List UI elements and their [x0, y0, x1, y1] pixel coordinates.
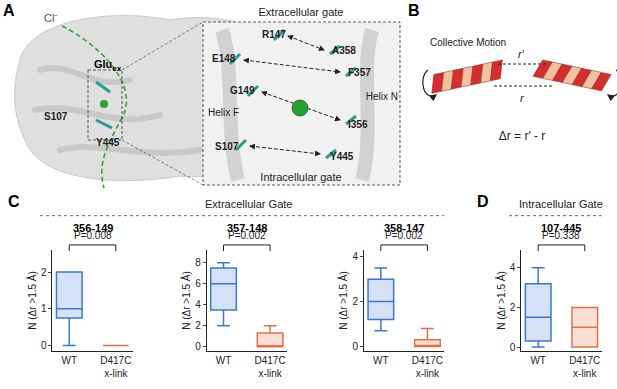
svg-text:107-445: 107-445: [541, 222, 581, 234]
svg-text:F357: F357: [348, 67, 371, 78]
svg-text:WT: WT: [61, 355, 77, 366]
svg-text:Extracellular gate: Extracellular gate: [259, 6, 344, 18]
svg-text:P=0.002: P=0.002: [228, 230, 266, 241]
svg-text:D417Cx-link: D417Cx-link: [412, 355, 443, 379]
svg-text:Intracellular gate: Intracellular gate: [260, 171, 341, 183]
svg-text:358-147: 358-147: [384, 222, 424, 234]
svg-text:Cl⁻: Cl⁻: [44, 12, 58, 24]
svg-text:B: B: [408, 2, 420, 19]
svg-text:Helix N: Helix N: [366, 91, 398, 102]
svg-text:357-148: 357-148: [227, 222, 267, 234]
svg-text:R147: R147: [262, 29, 286, 40]
svg-text:2: 2: [195, 320, 201, 331]
svg-text:I356: I356: [348, 119, 368, 130]
svg-text:0: 0: [41, 340, 47, 351]
svg-text:Y445: Y445: [330, 151, 354, 162]
svg-text:S107: S107: [44, 111, 68, 122]
svg-text:A358: A358: [332, 45, 356, 56]
svg-text:D417Cx-link: D417Cx-link: [255, 355, 286, 379]
svg-text:N (Δr >1.5 Å): N (Δr >1.5 Å): [26, 271, 38, 330]
svg-text:r′: r′: [518, 48, 525, 60]
svg-text:E148: E148: [212, 53, 236, 64]
svg-text:Y445: Y445: [96, 137, 120, 148]
svg-text:8: 8: [195, 257, 201, 268]
svg-text:N (Δr >1.5 Å): N (Δr >1.5 Å): [337, 271, 349, 330]
svg-text:G149: G149: [230, 85, 255, 96]
svg-text:Δr = r′ - r: Δr = r′ - r: [499, 129, 546, 143]
svg-text:D417Cx-link: D417Cx-link: [569, 355, 600, 379]
svg-text:Collective Motion: Collective Motion: [430, 37, 506, 48]
svg-text:WT: WT: [530, 355, 546, 366]
svg-text:4: 4: [195, 299, 201, 310]
svg-text:WT: WT: [216, 355, 232, 366]
svg-text:r: r: [520, 92, 525, 104]
svg-text:N (Δr >1.5 Å): N (Δr >1.5 Å): [180, 271, 192, 330]
svg-text:0: 0: [352, 341, 358, 352]
svg-text:4: 4: [510, 262, 516, 273]
svg-text:WT: WT: [373, 355, 389, 366]
svg-text:P=0.002: P=0.002: [385, 230, 423, 241]
svg-text:Extracellular Gate: Extracellular Gate: [205, 198, 292, 210]
svg-text:N (Δr >1.5 Å): N (Δr >1.5 Å): [495, 271, 507, 330]
svg-text:A: A: [3, 2, 15, 19]
svg-text:P=0.008: P=0.008: [74, 230, 112, 241]
svg-text:0: 0: [510, 342, 516, 353]
svg-text:4: 4: [352, 251, 358, 262]
svg-text:6: 6: [195, 278, 201, 289]
svg-text:Gluex: Gluex: [94, 58, 122, 73]
svg-text:1: 1: [41, 303, 47, 314]
svg-text:D417Cx-link: D417Cx-link: [100, 355, 131, 379]
svg-text:Helix F: Helix F: [208, 107, 239, 118]
svg-text:C: C: [8, 193, 20, 210]
svg-text:Intracellular Gate: Intracellular Gate: [519, 198, 603, 210]
svg-text:S107: S107: [215, 141, 239, 152]
svg-text:P=0.338: P=0.338: [542, 230, 580, 241]
svg-text:2: 2: [41, 267, 47, 278]
svg-text:2: 2: [510, 302, 516, 313]
svg-text:0: 0: [195, 341, 201, 352]
svg-text:D: D: [477, 193, 489, 210]
svg-text:2: 2: [352, 296, 358, 307]
svg-text:356-149: 356-149: [73, 222, 113, 234]
